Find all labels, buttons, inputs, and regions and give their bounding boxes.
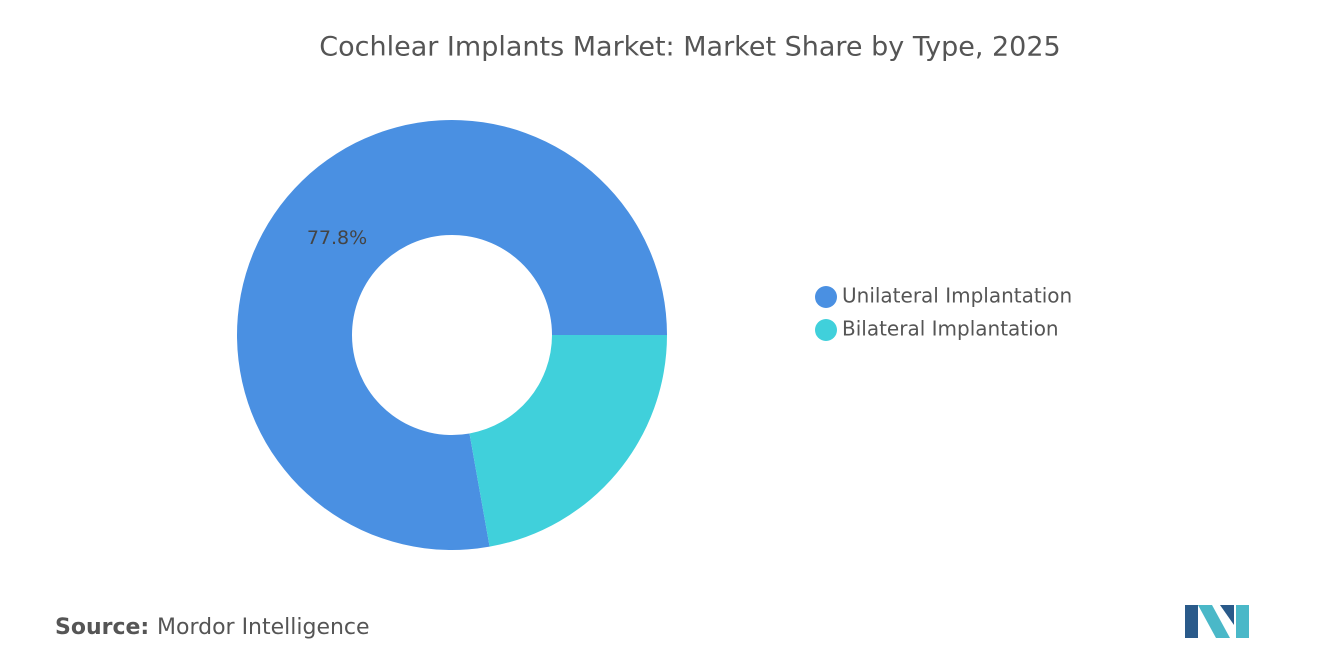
logo-part (1185, 605, 1198, 638)
logo-part (1220, 605, 1234, 625)
data-label: 77.8% (307, 227, 367, 249)
donut-slice (236, 119, 667, 551)
logo-part (1236, 605, 1249, 638)
legend-swatch (815, 286, 837, 308)
legend-label: Bilateral Implantation (842, 317, 1059, 341)
legend-label: Unilateral Implantation (842, 284, 1072, 308)
donut-slice (469, 335, 667, 547)
legend-swatch (815, 319, 837, 341)
logo-part (1198, 605, 1230, 638)
logo (1185, 605, 1249, 638)
chart-title: Cochlear Implants Market: Market Share b… (319, 32, 1060, 63)
source-label: Source: (55, 615, 149, 640)
source-text: Mordor Intelligence (157, 615, 370, 640)
